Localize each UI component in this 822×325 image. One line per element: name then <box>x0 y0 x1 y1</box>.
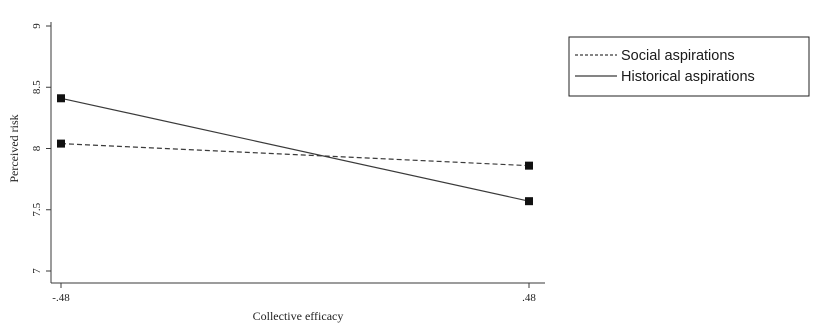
plot-area <box>57 94 533 206</box>
legend-label-historical-aspirations: Historical aspirations <box>621 69 755 85</box>
y-tick-label: 7 <box>31 268 43 274</box>
y-tick-label: 8 <box>31 145 43 151</box>
data-point-marker <box>57 94 65 103</box>
data-point-marker <box>57 139 65 148</box>
axes: 7 7.5 8 8.5 9 -.48 .48 Perceived risk Collect… <box>7 22 545 323</box>
series-line-historical-aspirations <box>60 97 530 202</box>
series-line-social-aspirations <box>60 143 530 167</box>
legend-label-social-aspirations: Social aspirations <box>621 48 735 64</box>
x-tick-label: -.48 <box>52 292 70 304</box>
legend-box <box>568 36 810 97</box>
data-point-marker <box>525 161 533 170</box>
y-ticks: 7 7.5 8 8.5 9 <box>31 23 51 274</box>
y-tick-label: 8.5 <box>31 80 43 94</box>
y-tick-label: 9 <box>31 23 43 29</box>
x-axis-title: Collective efficacy <box>253 309 344 323</box>
x-ticks: -.48 .48 <box>52 283 536 304</box>
y-tick-label: 7.5 <box>31 202 43 216</box>
y-axis-title: Perceived risk <box>7 114 21 182</box>
data-point-marker <box>525 197 533 206</box>
legend: Social aspirations Historical aspiration… <box>568 36 810 97</box>
x-tick-label: .48 <box>522 292 536 304</box>
